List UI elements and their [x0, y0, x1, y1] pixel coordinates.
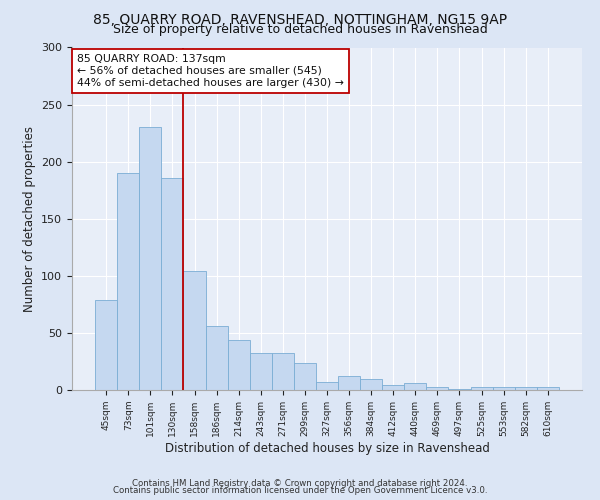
Bar — [294, 362, 316, 390]
Bar — [139, 128, 161, 390]
Bar — [537, 386, 559, 390]
Text: Contains public sector information licensed under the Open Government Licence v3: Contains public sector information licen… — [113, 486, 487, 495]
Y-axis label: Number of detached properties: Number of detached properties — [23, 126, 35, 312]
Bar — [316, 382, 338, 390]
Bar — [427, 386, 448, 390]
Text: Contains HM Land Registry data © Crown copyright and database right 2024.: Contains HM Land Registry data © Crown c… — [132, 478, 468, 488]
Bar — [470, 386, 493, 390]
Bar — [360, 378, 382, 390]
Text: 85, QUARRY ROAD, RAVENSHEAD, NOTTINGHAM, NG15 9AP: 85, QUARRY ROAD, RAVENSHEAD, NOTTINGHAM,… — [93, 12, 507, 26]
Bar — [206, 326, 227, 390]
Bar — [515, 386, 537, 390]
Bar — [272, 354, 294, 390]
Bar — [448, 389, 470, 390]
Text: 85 QUARRY ROAD: 137sqm
← 56% of detached houses are smaller (545)
44% of semi-de: 85 QUARRY ROAD: 137sqm ← 56% of detached… — [77, 54, 344, 88]
Bar — [382, 386, 404, 390]
Bar — [95, 300, 117, 390]
Bar — [227, 340, 250, 390]
X-axis label: Distribution of detached houses by size in Ravenshead: Distribution of detached houses by size … — [164, 442, 490, 454]
Bar — [184, 272, 206, 390]
Bar — [117, 173, 139, 390]
Bar — [493, 386, 515, 390]
Text: Size of property relative to detached houses in Ravenshead: Size of property relative to detached ho… — [113, 22, 487, 36]
Bar — [338, 376, 360, 390]
Bar — [250, 354, 272, 390]
Bar — [161, 178, 184, 390]
Bar — [404, 383, 427, 390]
